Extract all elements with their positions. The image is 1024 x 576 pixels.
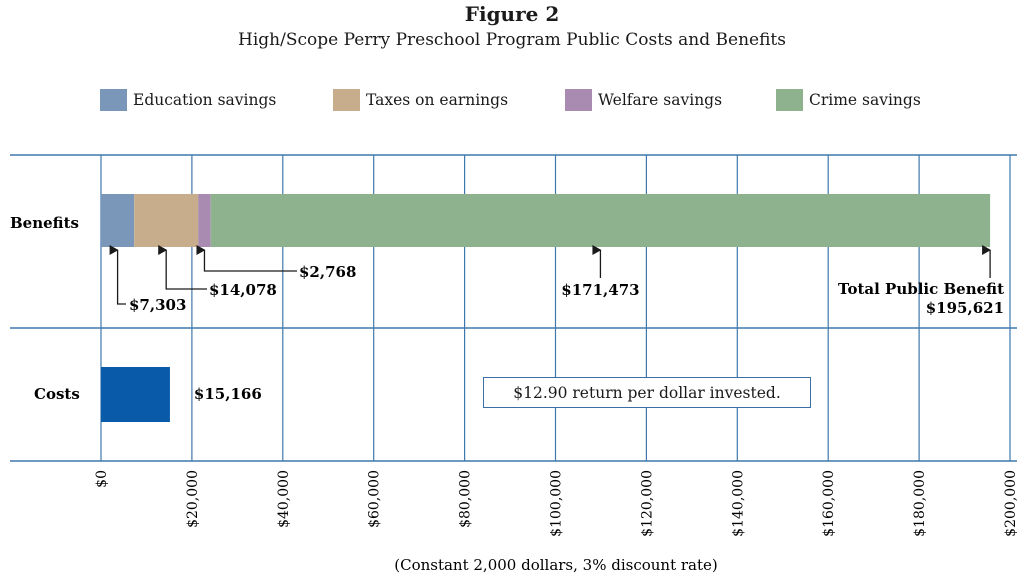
total-benefit-value: $195,621 — [926, 299, 1004, 317]
legend-item-education: Education savings — [100, 88, 276, 112]
figure-title: Figure 2 — [464, 2, 560, 26]
bars: $15,166 — [101, 194, 991, 422]
x-tick-label: $160,000 — [821, 470, 837, 537]
cost-value-label: $15,166 — [194, 385, 262, 403]
x-tick-label: $120,000 — [639, 470, 655, 537]
return-note: $12.90 return per dollar invested. — [483, 377, 811, 408]
x-tick-label: $140,000 — [730, 470, 746, 537]
callout-arrow-education — [109, 245, 126, 305]
cost-bar — [101, 367, 170, 422]
legend-swatch-welfare — [565, 89, 592, 111]
legend-item-crime: Crime savings — [776, 88, 921, 112]
x-axis-label: (Constant 2,000 dollars, 3% discount rat… — [394, 556, 718, 574]
callout-arrow-taxes — [158, 245, 207, 290]
legend-label-taxes: Taxes on earnings — [366, 91, 509, 109]
x-tick-label: $0 — [94, 470, 110, 488]
category-label-costs: Costs — [34, 385, 80, 403]
x-tick-label: $40,000 — [276, 470, 292, 528]
callout-arrow-welfare — [196, 245, 297, 272]
legend-item-welfare: Welfare savings — [565, 88, 722, 112]
legend-swatch-crime — [776, 89, 803, 111]
callout-label-welfare: $2,768 — [299, 263, 356, 281]
legend-label-education: Education savings — [133, 91, 277, 109]
callout-label-education: $7,303 — [129, 296, 186, 314]
benefit-bar-segment-2 — [134, 194, 199, 247]
x-tick-label: $20,000 — [185, 470, 201, 528]
legend-swatch-education — [100, 89, 127, 111]
legend-item-taxes: Taxes on earnings — [333, 88, 508, 112]
legend-label-crime: Crime savings — [809, 91, 921, 109]
category-labels: Benefits Costs — [10, 214, 80, 403]
benefit-bar-segment-3 — [198, 194, 211, 247]
figure-subtitle: High/Scope Perry Preschool Program Publi… — [238, 30, 786, 50]
x-tick-label: $100,000 — [549, 470, 565, 537]
x-tick-labels: $0 $20,000 $40,000 $60,000 $80,000 $100,000 $1… — [94, 470, 1019, 537]
x-tick-label: $200,000 — [1003, 470, 1019, 537]
legend-swatch-taxes — [333, 89, 360, 111]
callout-label-crime: $171,473 — [561, 281, 639, 299]
legend-label-welfare: Welfare savings — [598, 91, 723, 109]
category-label-benefits: Benefits — [10, 214, 79, 232]
callout-label-taxes: $14,078 — [209, 281, 277, 299]
callouts: $7,303 $14,078 $2,768 $171,473 Total Public … — [109, 245, 1004, 317]
x-tick-label: $80,000 — [458, 470, 474, 528]
total-benefit-label: Total Public Benefit — [838, 280, 1004, 298]
x-tick-label: $180,000 — [912, 470, 928, 537]
benefit-bar-segment-1 — [101, 194, 135, 247]
benefit-bar-segment-4 — [210, 194, 991, 247]
x-tick-label: $60,000 — [367, 470, 383, 528]
